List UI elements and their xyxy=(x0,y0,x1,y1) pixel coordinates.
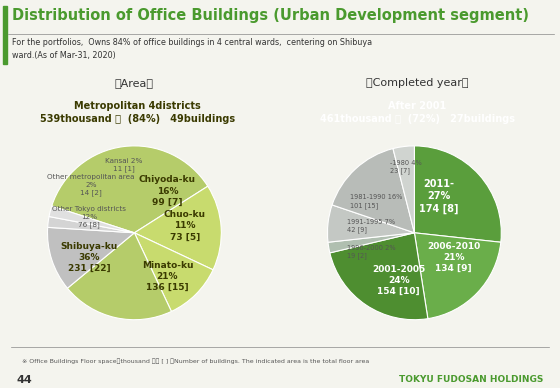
Wedge shape xyxy=(67,233,171,320)
Text: Metropolitan 4districts: Metropolitan 4districts xyxy=(74,100,200,111)
Wedge shape xyxy=(134,186,221,270)
Wedge shape xyxy=(48,227,134,288)
Text: 1981-1990 16%
101 [15]: 1981-1990 16% 101 [15] xyxy=(350,194,403,209)
Wedge shape xyxy=(48,217,134,233)
Text: Chuo-ku
11%
73 [5]: Chuo-ku 11% 73 [5] xyxy=(164,210,206,241)
Text: （Area）: （Area） xyxy=(115,78,154,88)
Text: Other metropolitan area
2%
14 [2]: Other metropolitan area 2% 14 [2] xyxy=(47,174,135,196)
Wedge shape xyxy=(393,146,414,233)
Text: 461thousand ㎡  (72%)   27buildings: 461thousand ㎡ (72%) 27buildings xyxy=(320,114,515,124)
Text: 2006-2010
21%
134 [9]: 2006-2010 21% 134 [9] xyxy=(427,242,480,273)
Wedge shape xyxy=(330,233,428,320)
Text: Minato-ku
21%
136 [15]: Minato-ku 21% 136 [15] xyxy=(142,261,193,292)
Text: -1980 4%
23 [7]: -1980 4% 23 [7] xyxy=(390,159,422,174)
Text: 2011-
27%
174 [8]: 2011- 27% 174 [8] xyxy=(419,179,459,214)
Wedge shape xyxy=(414,146,501,242)
Text: For the portfolios,  Owns 84% of office buildings in 4 central wards,  centering: For the portfolios, Owns 84% of office b… xyxy=(12,38,372,60)
Text: （Completed year）: （Completed year） xyxy=(366,78,469,88)
Text: 539thousand ㎡  (84%)   49buildings: 539thousand ㎡ (84%) 49buildings xyxy=(40,114,235,124)
Text: 1996-2000 2%
19 [2]: 1996-2000 2% 19 [2] xyxy=(347,245,395,259)
Text: ※ Office Buildings Floor space：thousand ㎡， [ ] ：Number of buildings. The indicat: ※ Office Buildings Floor space：thousand … xyxy=(22,358,370,364)
Wedge shape xyxy=(332,149,414,233)
Text: TOKYU FUDOSAN HOLDINGS: TOKYU FUDOSAN HOLDINGS xyxy=(399,375,543,384)
Wedge shape xyxy=(328,205,414,242)
Text: 2001-2005
24%
154 [10]: 2001-2005 24% 154 [10] xyxy=(372,265,426,296)
Text: Distribution of Office Buildings (Urban Development segment): Distribution of Office Buildings (Urban … xyxy=(12,9,529,23)
Wedge shape xyxy=(414,233,501,319)
Text: 1991-1995 7%
42 [9]: 1991-1995 7% 42 [9] xyxy=(347,219,395,233)
Wedge shape xyxy=(328,233,414,253)
Text: 44: 44 xyxy=(17,375,32,385)
Bar xyxy=(3,5,7,64)
Text: Other Tokyo districts
12%
76 [8]: Other Tokyo districts 12% 76 [8] xyxy=(52,206,126,228)
Text: After 2001: After 2001 xyxy=(388,100,446,111)
Text: Kansai 2%
11 [1]: Kansai 2% 11 [1] xyxy=(105,158,143,172)
Wedge shape xyxy=(49,206,134,233)
Wedge shape xyxy=(134,233,213,312)
Text: Chiyoda-ku
16%
99 [7]: Chiyoda-ku 16% 99 [7] xyxy=(139,175,196,207)
Text: Shibuya-ku
36%
231 [22]: Shibuya-ku 36% 231 [22] xyxy=(60,242,118,273)
Wedge shape xyxy=(52,146,208,233)
